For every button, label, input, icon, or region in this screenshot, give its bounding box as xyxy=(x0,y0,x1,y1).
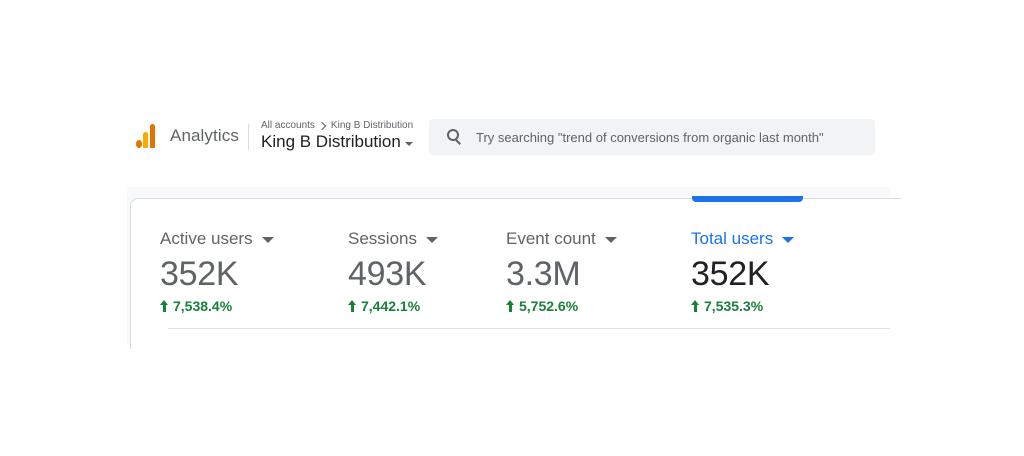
breadcrumb-all-accounts[interactable]: All accounts xyxy=(261,120,315,131)
metric-change-value: 7,442.1% xyxy=(361,298,421,314)
metric-value: 3.3M xyxy=(506,255,581,293)
metric-value: 352K xyxy=(160,255,239,293)
search-bar[interactable] xyxy=(429,119,875,155)
analytics-logo-icon[interactable] xyxy=(136,124,158,148)
caret-down-icon[interactable] xyxy=(782,236,795,243)
chevron-right-icon xyxy=(317,121,327,130)
metric-value: 352K xyxy=(691,255,770,293)
metric-change: 7,538.4% xyxy=(160,298,274,314)
selected-tab-indicator xyxy=(692,196,803,202)
metric-label: Active users xyxy=(160,229,253,248)
breadcrumb-account[interactable]: King B Distribution xyxy=(330,120,414,131)
metrics-card xyxy=(130,198,901,349)
metric-tab-event-count[interactable]: Event count 3.3M 5,752.6% xyxy=(506,228,617,314)
metric-change: 5,752.6% xyxy=(506,298,617,314)
arrow-up-icon xyxy=(160,300,169,312)
metric-change: 7,535.3% xyxy=(691,298,794,314)
breadcrumb: All accounts King B Distribution xyxy=(261,120,413,131)
caret-down-icon[interactable] xyxy=(425,236,438,243)
arrow-up-icon xyxy=(691,300,700,312)
metric-change-value: 5,752.6% xyxy=(519,298,579,314)
top-app-bar: Analytics All accounts King B Distributi… xyxy=(128,110,888,164)
caret-down-icon[interactable] xyxy=(604,236,617,243)
metric-tab-sessions[interactable]: Sessions 493K 7,442.1% xyxy=(348,228,438,314)
header-divider xyxy=(248,124,249,150)
metric-label: Event count xyxy=(506,229,596,248)
metric-value: 493K xyxy=(348,255,427,293)
metric-change-value: 7,538.4% xyxy=(173,298,233,314)
card-divider xyxy=(168,328,890,329)
caret-down-icon xyxy=(404,141,413,146)
metric-tab-total-users[interactable]: Total users 352K 7,535.3% xyxy=(691,228,795,314)
account-picker-label: King B Distribution xyxy=(261,132,401,151)
arrow-up-icon xyxy=(348,300,357,312)
metric-change-value: 7,535.3% xyxy=(704,298,764,314)
caret-down-icon[interactable] xyxy=(261,236,274,243)
metric-label: Total users xyxy=(691,229,774,248)
metric-change: 7,442.1% xyxy=(348,298,438,314)
product-name[interactable]: Analytics xyxy=(170,126,239,145)
search-input[interactable] xyxy=(476,129,875,145)
metric-label: Sessions xyxy=(348,229,417,248)
metric-tab-active-users[interactable]: Active users 352K 7,538.4% xyxy=(160,228,274,314)
arrow-up-icon xyxy=(506,300,515,312)
search-icon[interactable] xyxy=(446,128,464,146)
account-picker[interactable]: King B Distribution xyxy=(261,132,413,152)
